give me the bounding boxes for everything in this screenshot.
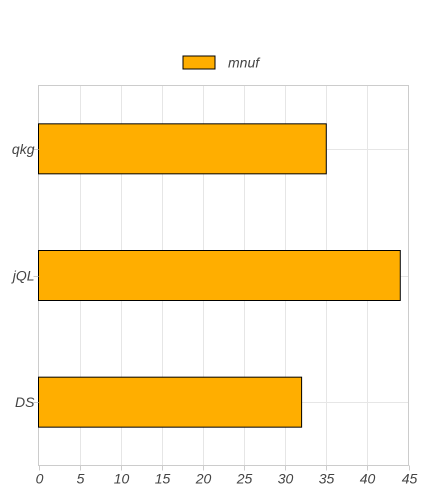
x-tick-label: 30 <box>278 471 294 487</box>
bars <box>38 123 401 428</box>
legend-swatch <box>182 55 216 70</box>
bar-DS <box>38 376 303 428</box>
x-tick-label: 40 <box>360 471 376 487</box>
x-tick-label: 15 <box>155 471 171 487</box>
x-axis-ticks: 0 5 10 15 20 25 30 35 40 45 <box>36 465 418 487</box>
bar-qkg <box>38 123 327 175</box>
bar-jQL <box>38 250 401 301</box>
x-tick-label: 35 <box>319 471 335 487</box>
x-tick-label: 20 <box>195 471 212 487</box>
legend: mnuf <box>182 55 261 71</box>
y-axis-labels: qkg jQL DS <box>11 141 39 410</box>
y-tick-label: DS <box>15 394 35 410</box>
y-tick-label: qkg <box>12 141 35 157</box>
x-tick-label: 0 <box>36 471 44 487</box>
x-tick-label: 25 <box>236 471 253 487</box>
x-tick-label: 45 <box>402 471 418 487</box>
y-tick-label: jQL <box>11 268 35 284</box>
legend-label: mnuf <box>228 55 261 71</box>
x-tick-label: 10 <box>114 471 130 487</box>
x-tick-label: 5 <box>77 471 85 487</box>
